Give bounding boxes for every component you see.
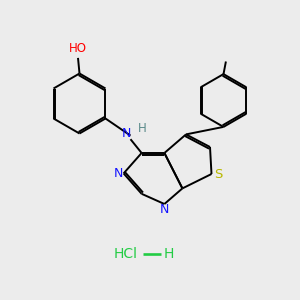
Text: N: N	[122, 127, 132, 140]
Text: S: S	[214, 167, 222, 181]
Text: H: H	[137, 122, 146, 135]
Text: HO: HO	[68, 43, 86, 56]
Text: H: H	[164, 247, 174, 260]
Text: N: N	[113, 167, 123, 180]
Text: N: N	[160, 203, 169, 216]
Text: HCl: HCl	[113, 247, 137, 260]
